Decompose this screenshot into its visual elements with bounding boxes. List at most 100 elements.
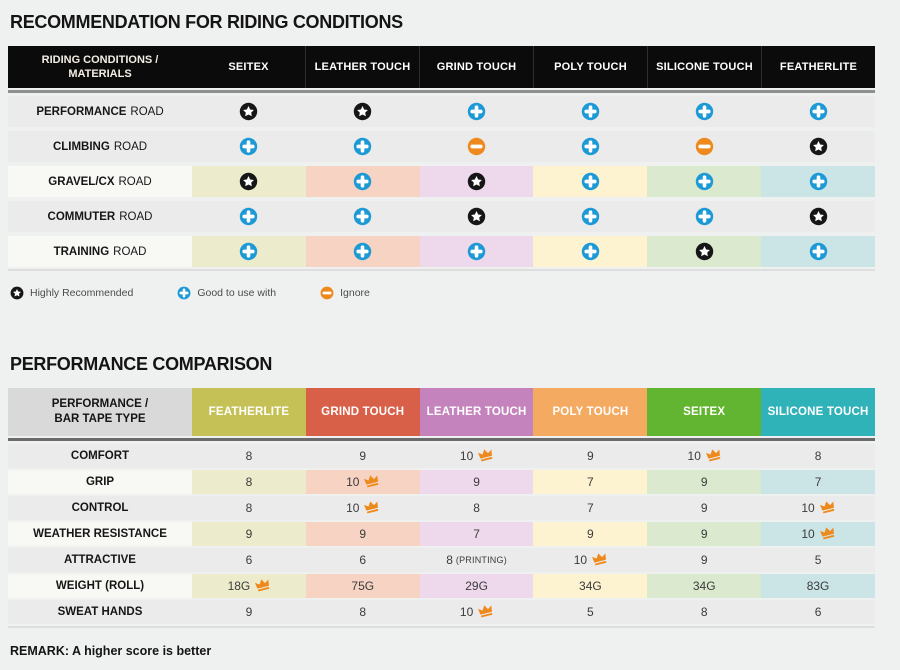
score-value: 7 — [473, 527, 480, 541]
riding-column-label: GRIND TOUCH — [436, 61, 517, 73]
score-value: 10 — [346, 501, 360, 515]
performance-cell: 10 — [305, 496, 420, 520]
star-icon — [10, 286, 24, 300]
performance-cell: 9 — [192, 522, 306, 546]
performance-cell: 8 — [305, 600, 420, 624]
performance-row: CONTROL 8 10 8 7 9 10 — [8, 496, 875, 520]
riding-row-label-rest: ROAD — [113, 140, 148, 153]
riding-cell — [761, 201, 875, 232]
star-icon — [467, 207, 486, 226]
performance-cell: 7 — [761, 470, 875, 494]
performance-row: GRIP 8 10 9 7 9 7 — [8, 470, 875, 494]
riding-cell — [305, 236, 420, 267]
score-value: 9 — [359, 527, 367, 541]
plus-icon — [809, 172, 827, 191]
legend-label: Highly Recommended — [30, 287, 134, 299]
star-icon — [695, 242, 713, 261]
performance-row: SWEAT HANDS 9 8 10 5 8 6 — [8, 600, 875, 624]
riding-corner-header: RIDING CONDITIONS / MATERIALS — [8, 46, 192, 88]
score-value: 9 — [359, 449, 367, 463]
performance-row-label-text: WEATHER RESISTANCE — [33, 528, 167, 540]
riding-row-label-rest: ROAD — [130, 105, 164, 118]
performance-corner-label: PERFORMANCE / BAR TAPE TYPE — [51, 398, 149, 425]
riding-cell — [647, 131, 762, 162]
plus-icon — [240, 207, 258, 226]
performance-cell: 8 — [647, 600, 762, 624]
score-value: 10 — [573, 553, 588, 567]
score-value: 18G — [227, 579, 251, 593]
riding-cell — [419, 236, 534, 267]
performance-cell: 34G — [647, 574, 762, 598]
riding-table-header: RIDING CONDITIONS / MATERIALS SEITEX LEATH… — [8, 46, 875, 88]
plus-icon — [467, 102, 486, 121]
score-value: 10 — [459, 449, 474, 463]
performance-column-header: POLY TOUCH — [533, 388, 648, 436]
performance-cell: 9 — [533, 522, 648, 546]
legend-item-minus: Ignore — [320, 286, 370, 300]
performance-cell: 10 — [419, 600, 534, 624]
score-value: 8 — [245, 475, 253, 489]
score-value: 7 — [814, 475, 822, 489]
riding-cell — [533, 131, 648, 162]
performance-cell: 29G — [419, 574, 534, 598]
star-icon — [240, 102, 258, 121]
riding-cell — [761, 236, 875, 267]
riding-column-header: FEATHERLITE — [762, 46, 875, 88]
performance-row-label: COMFORT — [8, 444, 192, 468]
riding-cell — [305, 96, 420, 127]
crown-icon — [819, 501, 835, 514]
performance-table-body: COMFORT 8 9 10 9 10 8 GRIP 8 10 9 7 9 7 CONTROL 8 10 8 7 9 1… — [8, 438, 875, 628]
riding-cell — [761, 131, 875, 162]
performance-column-header: GRIND TOUCH — [305, 388, 420, 436]
star-icon — [809, 207, 827, 226]
performance-cell: 8 — [419, 496, 534, 520]
performance-cell: 8 — [761, 444, 875, 468]
riding-cell — [761, 166, 875, 197]
plus-icon — [354, 207, 372, 226]
plus-icon — [354, 242, 372, 261]
performance-cell: 9 — [192, 600, 306, 624]
performance-column-header: SEITEX — [647, 388, 762, 436]
performance-row: WEIGHT (ROLL) 18G 75G 29G 34G 34G 83G — [8, 574, 875, 598]
performance-cell: 6 — [305, 548, 420, 572]
crown-icon — [592, 553, 607, 566]
riding-row-label: CLIMBING ROAD — [8, 131, 192, 162]
performance-row-label: CONTROL — [8, 496, 192, 520]
performance-cell: 10 — [419, 444, 534, 468]
riding-column-header: SEITEX — [192, 46, 306, 88]
performance-cell: 7 — [533, 496, 648, 520]
plus-icon — [177, 286, 191, 300]
riding-row-label-bold: CLIMBING — [52, 140, 110, 153]
plus-icon — [695, 207, 713, 226]
performance-cell: 7 — [419, 522, 534, 546]
plus-icon — [695, 102, 713, 121]
performance-row: WEATHER RESISTANCE 9 9 7 9 9 10 — [8, 522, 875, 546]
crown-icon — [364, 475, 379, 488]
crown-icon — [819, 527, 835, 540]
riding-cell — [192, 96, 306, 127]
performance-cell: 9 — [647, 548, 762, 572]
score-value: 9 — [245, 527, 253, 541]
performance-row-label: WEATHER RESISTANCE — [8, 522, 192, 546]
minus-icon — [467, 137, 486, 156]
performance-column-header: SILICONE TOUCH — [761, 388, 875, 436]
performance-column-header: LEATHER TOUCH — [419, 388, 534, 436]
riding-cell — [419, 131, 534, 162]
performance-table: PERFORMANCE / BAR TAPE TYPE FEATHERLITE GR… — [8, 388, 875, 628]
performance-cell: 10 — [305, 470, 420, 494]
score-value: 9 — [700, 527, 708, 541]
riding-column-label: POLY TOUCH — [554, 61, 627, 73]
plus-icon — [354, 172, 372, 191]
performance-column-label: FEATHERLITE — [208, 406, 290, 418]
crown-icon — [478, 449, 493, 462]
score-value: 83G — [806, 579, 830, 593]
riding-row-label-rest: ROAD — [118, 175, 152, 188]
performance-row-label: WEIGHT (ROLL) — [8, 574, 192, 598]
score-value: 8 — [700, 605, 708, 619]
legend: Highly Recommended Good to use with Ignore — [10, 286, 900, 300]
riding-column-label: FEATHERLITE — [779, 61, 858, 73]
performance-cell: 9 — [533, 444, 648, 468]
riding-cell — [192, 166, 306, 197]
score-value: 9 — [700, 553, 708, 567]
riding-cell — [192, 131, 306, 162]
